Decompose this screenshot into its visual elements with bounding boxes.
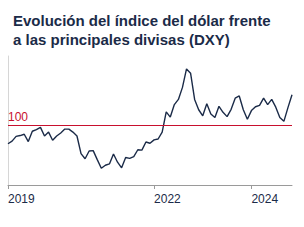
- svg-text:Evolución del índice del dólar: Evolución del índice del dólar frente: [13, 12, 275, 29]
- svg-text:2024: 2024: [251, 192, 278, 206]
- svg-text:a las principales divisas (DXY: a las principales divisas (DXY): [13, 31, 230, 48]
- svg-text:2022: 2022: [154, 192, 181, 206]
- svg-text:2019: 2019: [8, 192, 35, 206]
- svg-text:100: 100: [8, 110, 28, 124]
